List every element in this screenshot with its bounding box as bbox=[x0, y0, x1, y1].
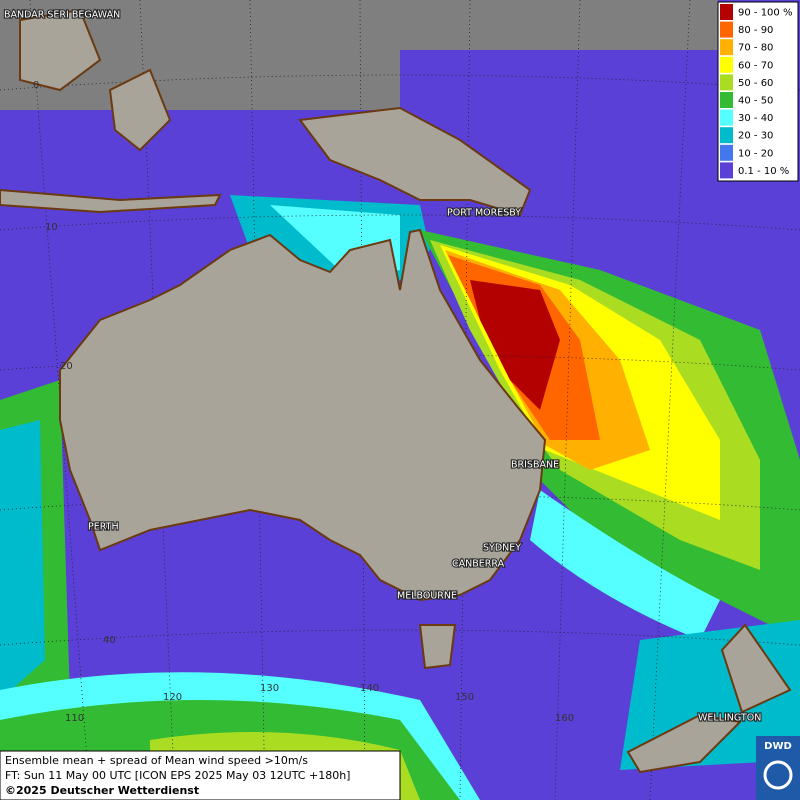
latitude-label: 20 bbox=[60, 361, 73, 372]
longitude-label: 160 bbox=[555, 713, 574, 724]
legend: 90 - 100 % 80 - 90 70 - 80 60 - 70 50 - 60 40… bbox=[717, 1, 799, 182]
footer-text: FT: Sun 11 May 00 UTC [ICON EPS 2025 May… bbox=[5, 769, 350, 782]
city-label: BANDAR SERI BEGAWAN bbox=[4, 10, 120, 21]
latitude-label: 0 bbox=[33, 80, 39, 91]
legend-swatch bbox=[720, 56, 733, 73]
longitude-label: 110 bbox=[65, 713, 84, 724]
footer-box bbox=[0, 750, 401, 801]
land bbox=[0, 8, 792, 774]
legend-label: 70 - 80 bbox=[738, 43, 773, 54]
legend-label: 50 - 60 bbox=[738, 78, 773, 89]
logo-icon bbox=[763, 760, 793, 790]
legend-swatch bbox=[720, 127, 733, 144]
legend-label: 90 - 100 % bbox=[738, 8, 792, 19]
city-label: PORT MORESBY bbox=[447, 208, 521, 219]
no-data-area bbox=[400, 0, 718, 50]
latitude-label: 10 bbox=[45, 222, 58, 233]
legend-swatch bbox=[720, 39, 733, 56]
legend-label: 0.1 - 10 % bbox=[738, 166, 789, 177]
longitude-label: 120 bbox=[163, 692, 182, 703]
legend-swatch bbox=[720, 92, 733, 108]
city-label: WELLINGTON bbox=[698, 713, 761, 724]
legend-label: 40 - 50 bbox=[738, 96, 773, 107]
footer-text: Ensemble mean + spread of Mean wind spee… bbox=[5, 754, 308, 767]
legend-swatch bbox=[720, 109, 733, 126]
legend-label: 80 - 90 bbox=[738, 25, 773, 36]
city-label: PERTH bbox=[88, 522, 119, 533]
latitude-label: 40 bbox=[103, 635, 116, 646]
legend-swatch bbox=[720, 4, 733, 20]
legend-label: 30 - 40 bbox=[738, 113, 773, 124]
longitude-label: 140 bbox=[360, 683, 379, 694]
footer-text: ©2025 Deutscher Wetterdienst bbox=[5, 784, 199, 797]
legend-label: 10 - 20 bbox=[738, 148, 773, 159]
logo-text: DWD bbox=[764, 741, 792, 752]
city-label: BRISBANE bbox=[511, 460, 559, 471]
legend-label: 60 - 70 bbox=[738, 60, 773, 71]
legend-label: 20 - 30 bbox=[738, 131, 773, 142]
city-label: SYDNEY bbox=[483, 543, 521, 554]
legend-swatch bbox=[720, 162, 733, 179]
city-label: CANBERRA bbox=[452, 559, 505, 570]
city-label: MELBOURNE bbox=[397, 591, 457, 602]
legend-swatch bbox=[720, 74, 733, 91]
longitude-label: 130 bbox=[260, 683, 279, 694]
legend-swatch bbox=[720, 144, 733, 161]
longitude-label: 150 bbox=[455, 692, 474, 703]
legend-swatch bbox=[720, 21, 733, 38]
